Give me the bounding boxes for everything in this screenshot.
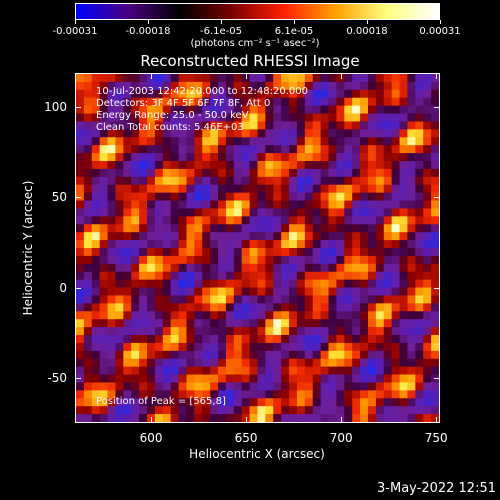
- colorbar-tick-label: 0.00031: [419, 26, 461, 37]
- y-tick: [75, 287, 81, 289]
- x-tick: [436, 417, 438, 423]
- y-tick: [75, 377, 81, 379]
- colorbar-tick: [440, 20, 441, 24]
- x-tick-label: 700: [329, 431, 353, 445]
- x-tick: [341, 417, 343, 423]
- x-tick: [151, 417, 153, 423]
- colorbar-tick: [148, 20, 149, 24]
- x-tick-label: 600: [139, 431, 163, 445]
- x-tick: [341, 73, 343, 79]
- heatmap-image: [76, 74, 439, 422]
- y-tick: [434, 287, 440, 289]
- annotation-detectors: Detectors: 3F 4F 5F 6F 7F 8F, Att 0: [96, 98, 271, 109]
- colorbar-tick: [367, 20, 368, 24]
- colorbar-tick-label: 0.00018: [346, 26, 388, 37]
- x-tick: [246, 73, 248, 79]
- colorbar-tick-label: -0.00031: [52, 26, 98, 37]
- colorbar-tick: [75, 20, 76, 24]
- y-tick: [434, 107, 440, 109]
- y-axis-label: Heliocentric Y (arcsec): [21, 180, 35, 316]
- y-tick: [75, 107, 81, 109]
- colorbar-tick-label: -6.1e-05: [200, 26, 242, 37]
- annotation-time-range: 10-Jul-2003 12:42:20.000 to 12:48:20.000: [96, 86, 308, 97]
- colorbar-tick: [221, 20, 222, 24]
- y-tick: [75, 197, 81, 199]
- colorbar: [75, 3, 440, 20]
- timestamp: 3-May-2022 12:51: [377, 481, 496, 496]
- x-tick-label: 750: [424, 431, 448, 445]
- image-title: Reconstructed RHESSI Image: [140, 52, 360, 70]
- peak-position-label: Position of Peak = [565,8]: [96, 396, 226, 407]
- annotation-energy-range: Energy Range: 25.0 - 50.0 keV: [96, 110, 249, 121]
- x-axis-label: Heliocentric X (arcsec): [189, 447, 325, 461]
- y-tick-label: 50: [51, 190, 67, 205]
- x-tick-label: 650: [234, 431, 258, 445]
- x-tick: [151, 73, 153, 79]
- annotation-clean-counts: Clean Total counts: 5.46E+03: [96, 122, 244, 133]
- y-tick-label: 0: [59, 280, 67, 295]
- colorbar-tick-label: 6.1e-05: [274, 26, 314, 37]
- y-tick-label: 100: [44, 100, 67, 115]
- x-tick: [436, 73, 438, 79]
- y-tick-label: -50: [47, 370, 67, 385]
- x-tick: [246, 417, 248, 423]
- colorbar-units: (photons cm⁻² s⁻¹ asec⁻²): [190, 38, 320, 49]
- rhessi-image-panel: 10-Jul-2003 12:42:20.000 to 12:48:20.000…: [75, 73, 440, 423]
- colorbar-tick: [294, 20, 295, 24]
- y-tick: [434, 197, 440, 199]
- colorbar-tick-label: -0.00018: [125, 26, 171, 37]
- y-tick: [434, 377, 440, 379]
